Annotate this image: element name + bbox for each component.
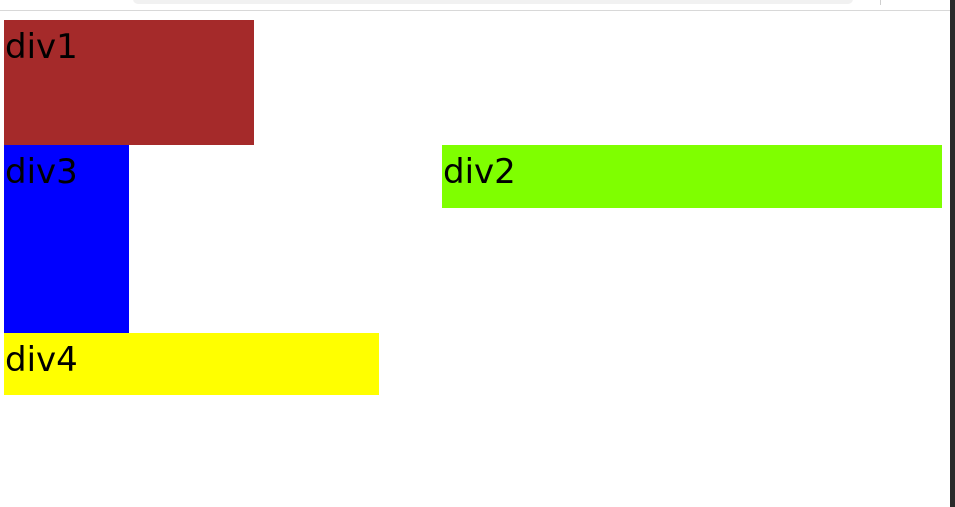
div3-label: div3 <box>5 152 78 192</box>
div3-box: div3 <box>4 145 129 333</box>
div4-box: div4 <box>4 333 379 395</box>
window-border <box>950 0 955 507</box>
address-bar[interactable] <box>133 0 853 4</box>
div1-box: div1 <box>4 20 254 145</box>
div2-label: div2 <box>443 152 516 192</box>
div1-label: div1 <box>5 27 78 67</box>
browser-toolbar-edge <box>0 0 950 11</box>
toolbar-divider <box>880 0 881 5</box>
div4-label: div4 <box>5 340 78 380</box>
div2-box: div2 <box>442 145 942 208</box>
